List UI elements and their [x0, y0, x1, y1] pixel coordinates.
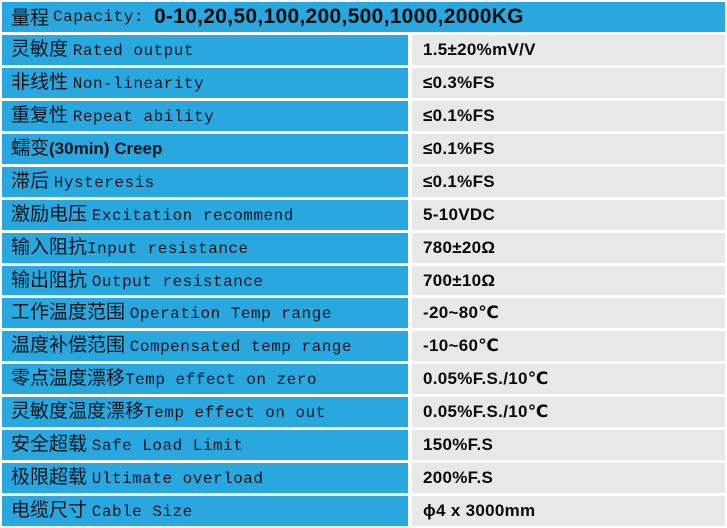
- spec-label-en: Temp effect on zero: [125, 371, 317, 390]
- spec-label-en: Cable Size: [91, 503, 193, 522]
- spec-value: ≤0.3%FS: [423, 72, 495, 92]
- spec-row: 重复性 Repeat ability ≤0.1%FS: [2, 100, 725, 131]
- spec-value: 200%F.S: [423, 468, 494, 488]
- spec-label-en: Hysteresis: [53, 173, 155, 192]
- spec-label-cell: 电缆尺寸 Cable Size: [2, 496, 408, 526]
- spec-value: 700±10Ω: [423, 270, 496, 290]
- spec-label-zh: 输出阻抗: [11, 269, 92, 291]
- spec-label-cell: 蠕变(30min) Creep: [2, 133, 408, 164]
- spec-label-en: Input resistance: [87, 239, 249, 258]
- capacity-label-zh: 量程: [11, 8, 50, 30]
- spec-label-cell: 极限超载 Ultimate overload: [2, 463, 408, 494]
- spec-row: 输入阻抗Input resistance 780±20Ω: [2, 232, 725, 263]
- spec-value: -20~80℃: [423, 303, 500, 323]
- spec-row: 安全超载 Safe Load Limit 150%F.S: [2, 430, 725, 461]
- capacity-value: 0-10,20,50,100,200,500,1000,2000KG: [153, 4, 524, 28]
- spec-row: 输出阻抗 Output resistance 700±10Ω: [2, 265, 725, 296]
- spec-label-cell: 灵敏度温度漂移Temp effect on out: [2, 397, 408, 428]
- spec-label-zh: 温度补偿范围: [11, 335, 130, 357]
- spec-label-zh: 灵敏度温度漂移: [11, 401, 145, 423]
- spec-label-en: Ultimate overload: [91, 470, 264, 489]
- spec-label-cell: 激励电压 Excitation recommend: [2, 199, 408, 230]
- capacity-header-row: 量程 Capacity: 0-10,20,50,100,200,500,1000,…: [2, 2, 725, 32]
- spec-value: ≤0.1%FS: [423, 138, 495, 158]
- spec-row: 工作温度范围 Operation Temp range -20~80℃: [2, 298, 725, 329]
- spec-value-cell: 5-10VDC: [412, 199, 725, 230]
- spec-label-cell: 滞后 Hysteresis: [2, 166, 408, 197]
- spec-value-cell: 0.05%F.S./10℃: [412, 397, 725, 428]
- spec-value-cell: ≤0.1%FS: [412, 133, 725, 164]
- spec-value-cell: 700±10Ω: [412, 265, 725, 296]
- spec-label-zh: 零点温度漂移: [11, 368, 126, 390]
- spec-value-cell: -10~60℃: [412, 331, 725, 362]
- spec-label-zh: 电缆尺寸: [11, 500, 92, 522]
- spec-value: 0.05%F.S./10℃: [423, 369, 549, 389]
- spec-label-cell: 温度补偿范围 Compensated temp range: [2, 331, 408, 362]
- spec-value: 5-10VDC: [423, 204, 496, 224]
- spec-label-zh: 非线性: [11, 71, 73, 93]
- spec-value-cell: ≤0.1%FS: [412, 100, 725, 131]
- spec-value: 150%F.S: [423, 435, 494, 455]
- spec-row: 灵敏度 Rated output 1.5±20%mV/V: [2, 34, 725, 65]
- spec-value: ϕ4 x 3000mm: [423, 501, 536, 521]
- spec-label-cell: 输入阻抗Input resistance: [2, 232, 408, 263]
- spec-value: -10~60℃: [423, 336, 500, 356]
- spec-value: ≤0.1%FS: [423, 171, 495, 191]
- spec-label-cell: 输出阻抗 Output resistance: [2, 265, 408, 296]
- spec-label-en: Rated output: [72, 41, 194, 60]
- spec-row: 蠕变(30min) Creep ≤0.1%FS: [2, 133, 725, 164]
- spec-label-en: Non-linearity: [72, 74, 205, 93]
- spec-label-cell: 非线性 Non-linearity: [2, 67, 408, 98]
- spec-label-en: Excitation recommend: [91, 206, 294, 225]
- spec-value-cell: 0.05%F.S./10℃: [412, 364, 725, 395]
- spec-row: 极限超载 Ultimate overload 200%F.S: [2, 463, 725, 494]
- spec-label-zh: 激励电压: [11, 203, 92, 225]
- spec-label-en: Compensated temp range: [129, 338, 352, 357]
- capacity-label-en: Capacity:: [53, 7, 144, 26]
- spec-label-zh: 蠕变: [11, 137, 50, 159]
- spec-value: ≤0.1%FS: [423, 105, 495, 125]
- spec-value-cell: 200%F.S: [412, 463, 725, 494]
- spec-label-zh: 极限超载: [11, 467, 92, 489]
- spec-value-cell: 1.5±20%mV/V: [412, 34, 725, 65]
- spec-value-cell: ϕ4 x 3000mm: [412, 496, 725, 526]
- spec-value-cell: 150%F.S: [412, 430, 725, 461]
- spec-value-cell: ≤0.1%FS: [412, 166, 725, 197]
- spec-value-cell: -20~80℃: [412, 298, 725, 329]
- spec-row: 灵敏度温度漂移Temp effect on out 0.05%F.S./10℃: [2, 397, 725, 428]
- spec-value-cell: 780±20Ω: [412, 232, 725, 263]
- spec-label-cell: 重复性 Repeat ability: [2, 100, 408, 131]
- spec-label-zh: 输入阻抗: [11, 236, 88, 258]
- spec-row: 激励电压 Excitation recommend 5-10VDC: [2, 199, 725, 230]
- spec-label-en: Operation Temp range: [129, 305, 332, 324]
- spec-row: 零点温度漂移Temp effect on zero 0.05%F.S./10℃: [2, 364, 725, 395]
- spec-label-zh: 灵敏度: [11, 38, 73, 60]
- spec-label-en: Temp effect on out: [144, 404, 326, 423]
- spec-label-cell: 灵敏度 Rated output: [2, 34, 408, 65]
- spec-row: 电缆尺寸 Cable Size ϕ4 x 3000mm: [2, 496, 725, 526]
- spec-value-cell: ≤0.3%FS: [412, 67, 725, 98]
- spec-value: 780±20Ω: [423, 237, 496, 257]
- spec-label-zh: 工作温度范围: [11, 302, 130, 324]
- spec-label-en: Output resistance: [91, 272, 264, 291]
- spec-row: 温度补偿范围 Compensated temp range -10~60℃: [2, 331, 725, 362]
- spec-value: 1.5±20%mV/V: [423, 39, 536, 59]
- spec-label-cell: 工作温度范围 Operation Temp range: [2, 298, 408, 329]
- spec-label-cell: 安全超载 Safe Load Limit: [2, 430, 408, 461]
- spec-row: 非线性 Non-linearity ≤0.3%FS: [2, 67, 725, 98]
- spec-label-en: Repeat ability: [72, 107, 215, 126]
- spec-label-en: (30min) Creep: [49, 138, 163, 158]
- spec-value: 0.05%F.S./10℃: [423, 402, 549, 422]
- spec-label-cell: 零点温度漂移Temp effect on zero: [2, 364, 408, 395]
- spec-row: 滞后 Hysteresis ≤0.1%FS: [2, 166, 725, 197]
- spec-label-zh: 滞后: [11, 170, 54, 192]
- spec-label-en: Safe Load Limit: [91, 437, 244, 456]
- spec-label-zh: 重复性: [11, 104, 73, 126]
- spec-label-zh: 安全超载: [11, 434, 92, 456]
